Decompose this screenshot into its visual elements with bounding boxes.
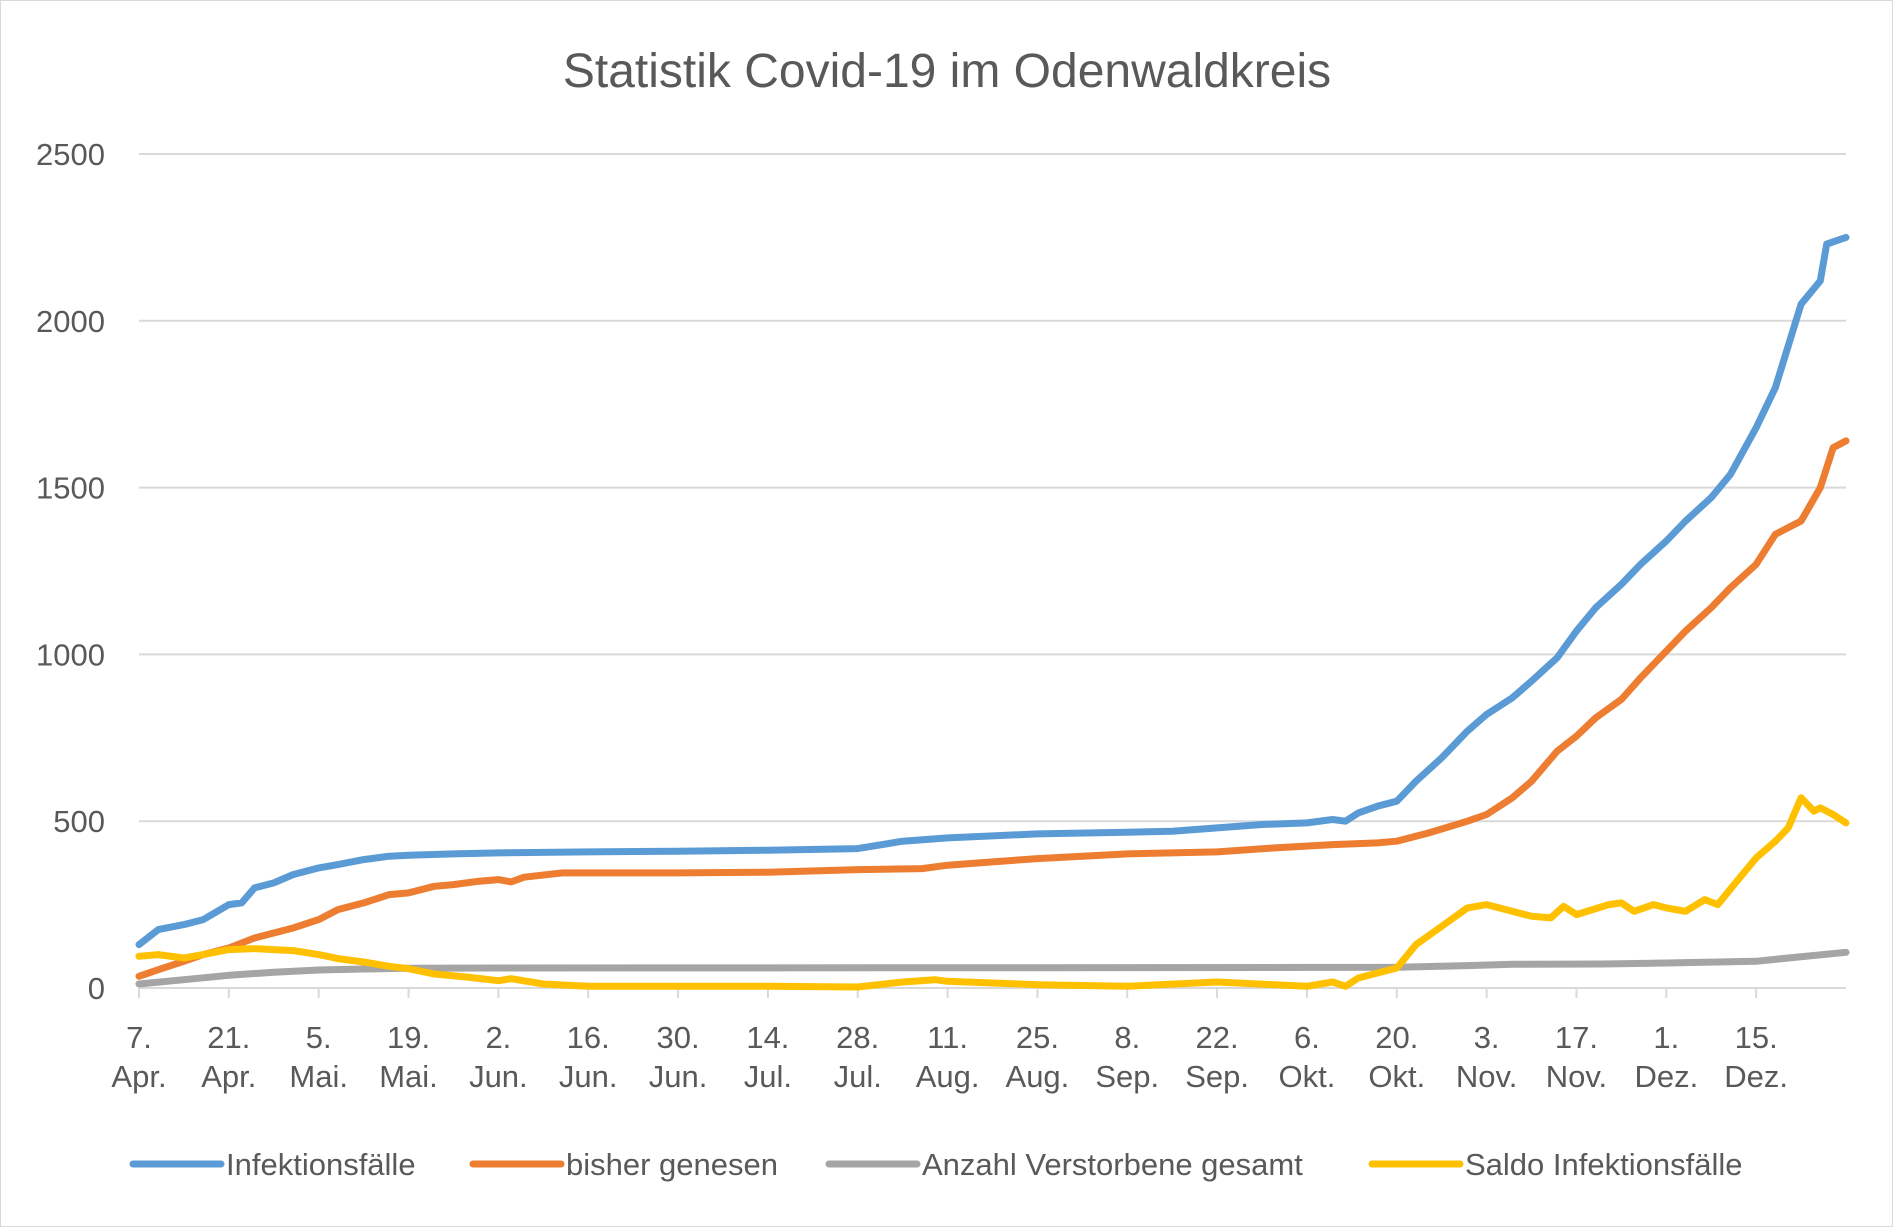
x-tick-label: 17. Nov.	[1546, 1020, 1607, 1094]
legend-label: Saldo Infektionsfälle	[1465, 1147, 1742, 1182]
x-tick-label: 7. Apr.	[111, 1020, 166, 1094]
x-tick-label: 3. Nov.	[1456, 1020, 1517, 1094]
legend-label: bisher genesen	[566, 1147, 778, 1182]
legend-label: Anzahl Verstorbene gesamt	[922, 1147, 1303, 1182]
series-line-anzahl-verstorbene-gesamt	[135, 948, 1850, 988]
x-tick-label: 1. Dez.	[1634, 1020, 1698, 1094]
y-tick-label: 2000	[36, 304, 105, 339]
x-tick-label: 25. Aug.	[1006, 1020, 1070, 1094]
x-tick-label: 2. Jun.	[469, 1020, 528, 1094]
legend: Infektionsfälle bisher genesen Anzahl Vers…	[129, 1147, 1742, 1182]
series-line-bisher-genesen	[135, 437, 1850, 980]
x-tick-label: 6. Okt.	[1279, 1020, 1336, 1094]
x-axis-tick-labels: 7. Apr. 21. Apr. 5. Mai. 19. Mai. 2. Jun. 16. Jun. 3…	[111, 1020, 1788, 1094]
x-tick-label: 21. Apr.	[201, 1020, 256, 1094]
y-tick-label: 1500	[36, 471, 105, 506]
x-tick-label: 11. Aug.	[916, 1020, 980, 1094]
y-tick-label: 1000	[36, 637, 105, 672]
x-tick-label: 19. Mai.	[379, 1020, 438, 1094]
chart-title: Statistik Covid-19 im Odenwaldkreis	[563, 45, 1331, 98]
series-line-saldo-infektionsfälle	[135, 794, 1850, 991]
x-tick-label: 5. Mai.	[289, 1020, 348, 1094]
series-lines	[135, 233, 1850, 991]
y-tick-label: 2500	[36, 137, 105, 172]
x-tick-label: 8. Sep.	[1095, 1020, 1159, 1094]
series-line-infektionsfälle	[135, 233, 1850, 949]
x-tick-label: 22. Sep.	[1185, 1020, 1249, 1094]
x-tick-label: 30. Jun.	[649, 1020, 708, 1094]
x-tick-label: 20. Okt.	[1368, 1020, 1425, 1094]
x-tick-label: 14. Jul.	[744, 1020, 792, 1094]
legend-label: Infektionsfälle	[226, 1147, 416, 1182]
y-tick-label: 0	[88, 971, 105, 1006]
y-tick-label: 500	[53, 804, 105, 839]
x-tick-label: 28. Jul.	[834, 1020, 882, 1094]
x-tick-label: 15. Dez.	[1724, 1020, 1788, 1094]
y-axis-tick-labels: 0 500 1000 1500 2000 2500	[36, 137, 105, 1006]
x-axis	[138, 987, 1846, 998]
x-tick-label: 16. Jun.	[559, 1020, 618, 1094]
